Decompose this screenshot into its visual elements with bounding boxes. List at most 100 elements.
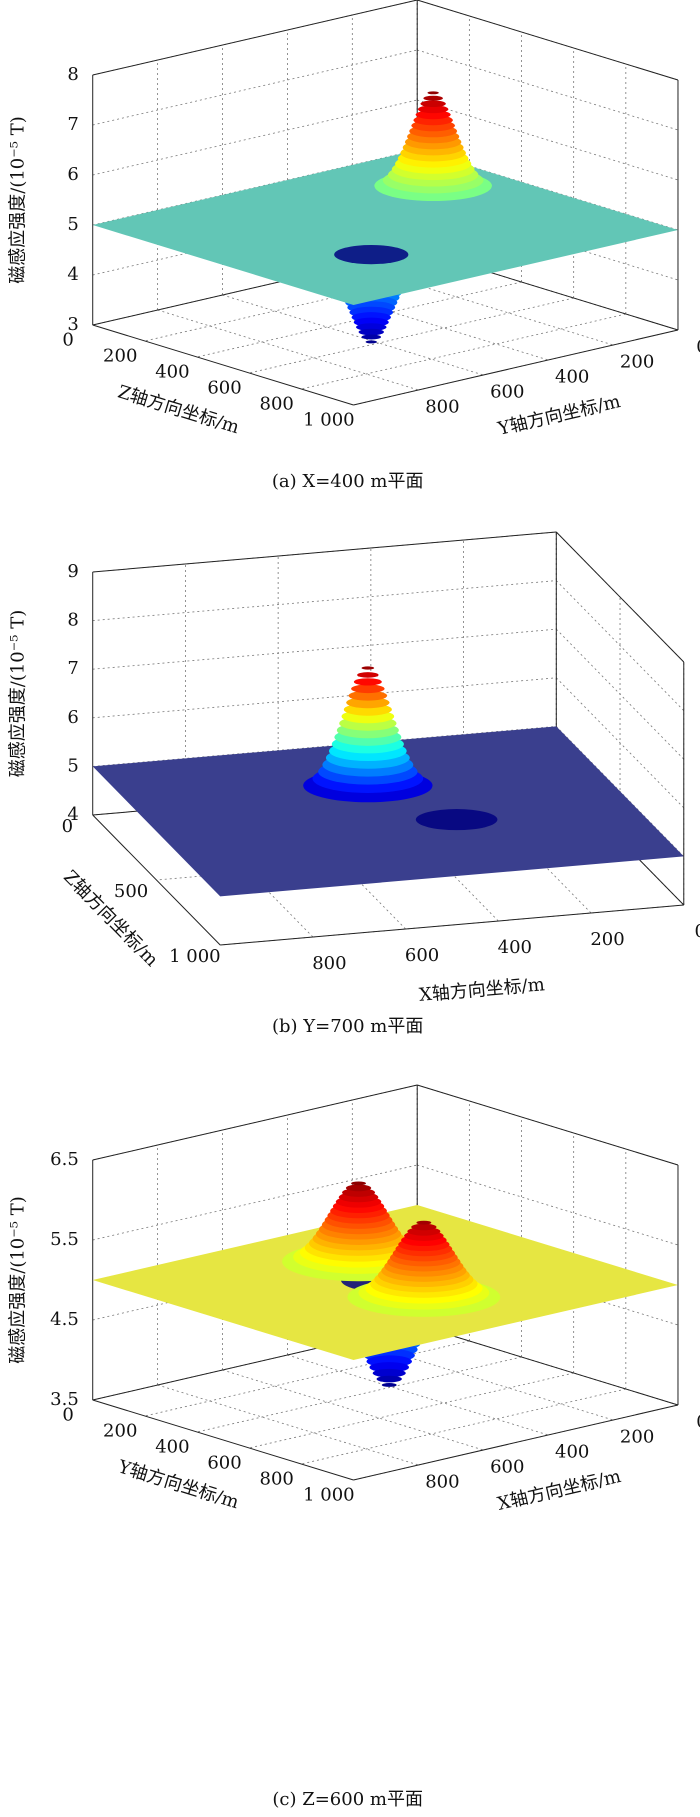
surface-band (351, 1181, 366, 1186)
axis1-tick-label: 800 (260, 1469, 294, 1490)
axis1-tick-label: 0 (62, 330, 73, 351)
z-title: 磁感应强度/(10⁻⁵ T) (8, 1196, 29, 1363)
box-edge (92, 531, 557, 573)
z-grid-line (556, 677, 685, 809)
dip-spot (415, 809, 498, 831)
box-edge (353, 329, 679, 406)
surface-band (427, 91, 439, 95)
peak (347, 1220, 501, 1317)
z-tick-label: 3 (67, 314, 78, 335)
axis1-tick-label: 600 (207, 1453, 241, 1474)
box-edge (92, 1084, 418, 1161)
surface-band (345, 1184, 372, 1192)
axis1-grid-line (249, 1372, 574, 1449)
axis2-tick-label: 200 (590, 929, 624, 950)
z-grid-line (92, 1164, 418, 1241)
surface-band (417, 105, 449, 114)
surface-plane (92, 726, 684, 897)
axis2-tick-label: 200 (620, 351, 654, 372)
box-edge (92, 0, 418, 76)
z-title: 磁感应强度/(10⁻⁵ T) (8, 610, 29, 777)
axis1-grid-line (144, 1340, 470, 1417)
z-tick-label: 6 (67, 164, 78, 185)
axis2-tick-label: 0 (695, 921, 700, 942)
surface-band (381, 1383, 397, 1387)
axis2-grid-line (157, 309, 419, 391)
axis1-grid-line (196, 1356, 522, 1433)
z-tick-label: 7 (67, 658, 78, 679)
axis2-tick-label: 600 (490, 1456, 524, 1477)
surface-band (365, 340, 377, 344)
surface-band (372, 1368, 406, 1378)
axis1-grid-line (249, 297, 574, 374)
surface-band (351, 684, 385, 694)
axis2-tick-label: 800 (425, 1471, 459, 1492)
axis2-tick-label: 400 (555, 1441, 589, 1462)
z-grid-line (92, 677, 557, 719)
box-edge (353, 1404, 679, 1481)
z-grid-line (92, 628, 557, 670)
axis1-tick-label: 200 (103, 1421, 137, 1442)
surface-band (411, 1223, 437, 1231)
z-tick-label: 9 (67, 561, 78, 582)
z-title: 磁感应强度/(10⁻⁵ T) (8, 116, 29, 283)
z-tick-label: 8 (67, 610, 78, 631)
box-edge (417, 0, 679, 81)
box-edge (417, 1084, 679, 1166)
surface-band (361, 666, 375, 670)
z-tick-label: 5 (67, 214, 78, 235)
surface-band (353, 678, 382, 686)
axis1-tick-label: 600 (207, 378, 241, 399)
peak (282, 1181, 435, 1282)
axis2-grid-line (287, 1354, 549, 1436)
z-tick-label: 6.5 (50, 1149, 79, 1170)
axis1-tick-label: 200 (103, 346, 137, 367)
surface-band (361, 334, 382, 340)
z-tick-label: 4 (67, 804, 78, 825)
surface-band (334, 245, 409, 265)
z-tick-label: 6 (67, 707, 78, 728)
axis1-tick-label: 1 000 (303, 1485, 355, 1506)
surface-band (415, 809, 498, 831)
axis2-grid-line (222, 1369, 484, 1451)
axis2-tick-label: 0 (696, 336, 700, 357)
axis2-tick-label: 600 (405, 945, 439, 966)
z-tick-label: 4.5 (50, 1309, 79, 1330)
axis1-tick-label: 1 000 (303, 410, 355, 431)
z-tick-label: 5 (67, 755, 78, 776)
surface-band (416, 1220, 432, 1225)
axis2-tick-label: 200 (620, 1426, 654, 1447)
z-grid-line (92, 580, 557, 621)
axis2-grid-line (157, 1384, 419, 1466)
peak (374, 91, 492, 202)
axis1-tick-label: 1 000 (169, 946, 221, 967)
axis1-tick-label: 0 (62, 816, 73, 837)
caption: (a) X=400 m平面 (272, 471, 424, 492)
z-tick-label: 5.5 (50, 1229, 79, 1250)
z-tick-label: 8 (67, 64, 78, 85)
box-edge (417, 1324, 679, 1406)
axis2-tick-label: 0 (696, 1411, 700, 1432)
axis2-title: X轴方向坐标/m (418, 974, 545, 1006)
z-grid-line (417, 99, 679, 181)
caption: (b) Y=700 m平面 (272, 1016, 423, 1037)
z-tick-label: 7 (67, 114, 78, 135)
axis1-tick-label: 400 (155, 1437, 189, 1458)
box-edge (555, 531, 685, 663)
z-tick-label: 4 (67, 264, 78, 285)
surface-band (420, 100, 446, 108)
z-grid-line (417, 1164, 679, 1246)
surface-band (348, 690, 388, 701)
axis2-tick-label: 600 (490, 381, 524, 402)
axis2-tick-label: 400 (555, 366, 589, 387)
axis2-tick-label: 400 (498, 937, 532, 958)
surface-plane (92, 150, 678, 305)
box-edge (220, 904, 684, 946)
box-edge (92, 324, 354, 406)
axis1-grid-line (301, 313, 626, 390)
axis2-tick-label: 800 (425, 396, 459, 417)
caption: (c) Z=600 m平面 (272, 1789, 423, 1810)
peak (303, 666, 433, 803)
z-grid-line (556, 580, 685, 711)
